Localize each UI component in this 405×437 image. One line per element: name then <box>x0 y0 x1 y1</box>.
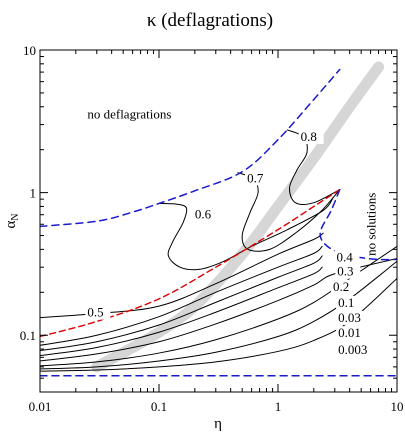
contour-label: 0.2 <box>333 279 349 294</box>
contour-0-6 <box>158 197 334 271</box>
x-tick-label: 10 <box>391 399 404 414</box>
y-axis-label: αN <box>3 213 21 228</box>
region-label: no solutions <box>364 193 379 256</box>
x-axis-label: η <box>214 416 222 432</box>
chart-title: κ (deflagrations) <box>147 10 273 31</box>
x-tick-label: 0.01 <box>29 399 52 414</box>
contour-label-bg <box>336 342 376 357</box>
contour-label-bg <box>335 264 361 279</box>
boundary-upper <box>40 68 341 228</box>
contour-label: 0.003 <box>338 342 367 357</box>
contour-label-bg <box>85 305 111 320</box>
contour-0-3 <box>40 255 323 352</box>
red-dashed-curve <box>40 188 341 338</box>
x-tick-label: 1 <box>275 399 282 414</box>
y-tick-label: 0.1 <box>20 328 36 343</box>
svg-text:αN: αN <box>3 213 21 228</box>
contour-label-bg <box>192 207 218 222</box>
contour-0-4 <box>40 245 323 346</box>
contour-label: 0.3 <box>337 264 353 279</box>
contour-0-5 <box>40 232 324 319</box>
boundary-right <box>319 188 397 261</box>
contour-label-bg <box>245 171 271 186</box>
y-tick-label: 10 <box>23 43 36 58</box>
contour-label: 0.8 <box>301 129 317 144</box>
contour-label: 0.01 <box>338 325 361 340</box>
contour-label: 0.7 <box>247 170 264 185</box>
x-tick-label: 0.1 <box>151 399 167 414</box>
y-axis-label-main: α <box>3 221 19 229</box>
contour-0-1 <box>40 258 397 362</box>
grey-band <box>91 61 385 373</box>
contour-label: 0.5 <box>87 305 103 320</box>
region-label: no deflagrations <box>87 107 171 122</box>
axes: 0.01 0.1 1 10 0.1 1 10 <box>20 43 404 414</box>
contour-label: 0.03 <box>338 310 361 325</box>
contour-label-bg <box>336 326 369 341</box>
plot-area: 0.003 0.010.030.10.20.30.4 0.5 0.6 0.7 0.8 no … <box>40 61 397 377</box>
contour-label-bg <box>334 250 360 265</box>
contour-label-bg <box>336 295 362 310</box>
contour-label-bg <box>298 130 324 145</box>
contour-0-2 <box>40 266 323 357</box>
contour-label: 0.1 <box>338 295 354 310</box>
contour-label-bg <box>331 279 357 294</box>
contour-label: 0.4 <box>336 249 353 264</box>
contour-label-bg <box>336 310 369 325</box>
contour-label: 0.6 <box>195 206 212 221</box>
y-tick-label: 1 <box>30 186 37 201</box>
y-axis-label-sub: N <box>10 213 21 220</box>
plot-frame <box>39 49 398 393</box>
